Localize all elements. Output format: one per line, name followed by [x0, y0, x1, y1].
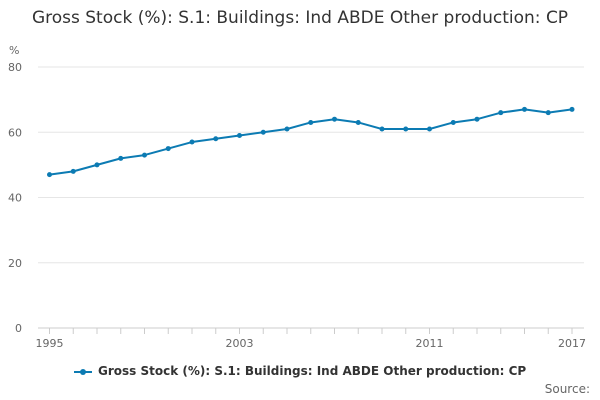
data-point-2012 [450, 119, 456, 125]
data-point-2003 [237, 133, 242, 139]
series-line-0 [48, 108, 573, 176]
y-tick-label-40: 40 [8, 192, 22, 205]
data-point-1995 [47, 172, 52, 178]
x-tick-labels: 1995 2003 2011 2017 [36, 337, 587, 350]
data-point-2011 [427, 126, 432, 132]
data-point-2017 [569, 106, 575, 112]
data-point-1996 [70, 168, 76, 174]
y-tick-label-80: 80 [8, 61, 22, 74]
data-point-1999 [142, 152, 147, 158]
y-axis-label: % [9, 44, 19, 57]
data-point-2005 [284, 126, 290, 132]
y-tick-label-60: 60 [8, 126, 22, 139]
data-point-2009 [379, 126, 385, 132]
data-point-1997 [94, 162, 100, 168]
data-point-2016 [545, 110, 551, 116]
data-point-2015 [522, 106, 527, 112]
x-tick-label-2017: 2017 [558, 337, 586, 350]
y-tick-label-0: 0 [15, 322, 22, 335]
series-layer [47, 106, 575, 178]
data-point-2013 [474, 116, 480, 122]
data-point-2002 [213, 136, 219, 142]
grid-lines [38, 66, 584, 264]
y-tick-label-20: 20 [8, 257, 22, 270]
data-point-2004 [260, 129, 266, 135]
legend-line-marker-icon [73, 367, 92, 377]
data-point-2000 [165, 146, 171, 152]
source-label: Source: [544, 382, 590, 396]
legend[interactable]: Gross Stock (%): S.1: Buildings: Ind ABD… [0, 364, 600, 378]
data-point-2010 [403, 126, 409, 132]
data-point-2014 [498, 110, 504, 116]
x-axis [38, 327, 584, 334]
data-point-2001 [189, 139, 195, 145]
x-tick-label-1995: 1995 [36, 337, 64, 350]
legend-label: Gross Stock (%): S.1: Buildings: Ind ABD… [97, 364, 527, 378]
x-tick-label-2011: 2011 [416, 337, 444, 350]
data-point-2008 [355, 119, 361, 125]
data-point-1998 [118, 155, 124, 161]
data-point-2007 [332, 116, 337, 122]
y-tick-labels: 0 20 40 60 80 [8, 61, 22, 335]
chart-title: Gross Stock (%): S.1: Buildings: Ind ABD… [31, 8, 569, 28]
data-point-2006 [308, 119, 314, 125]
x-tick-label-2003: 2003 [226, 337, 254, 350]
